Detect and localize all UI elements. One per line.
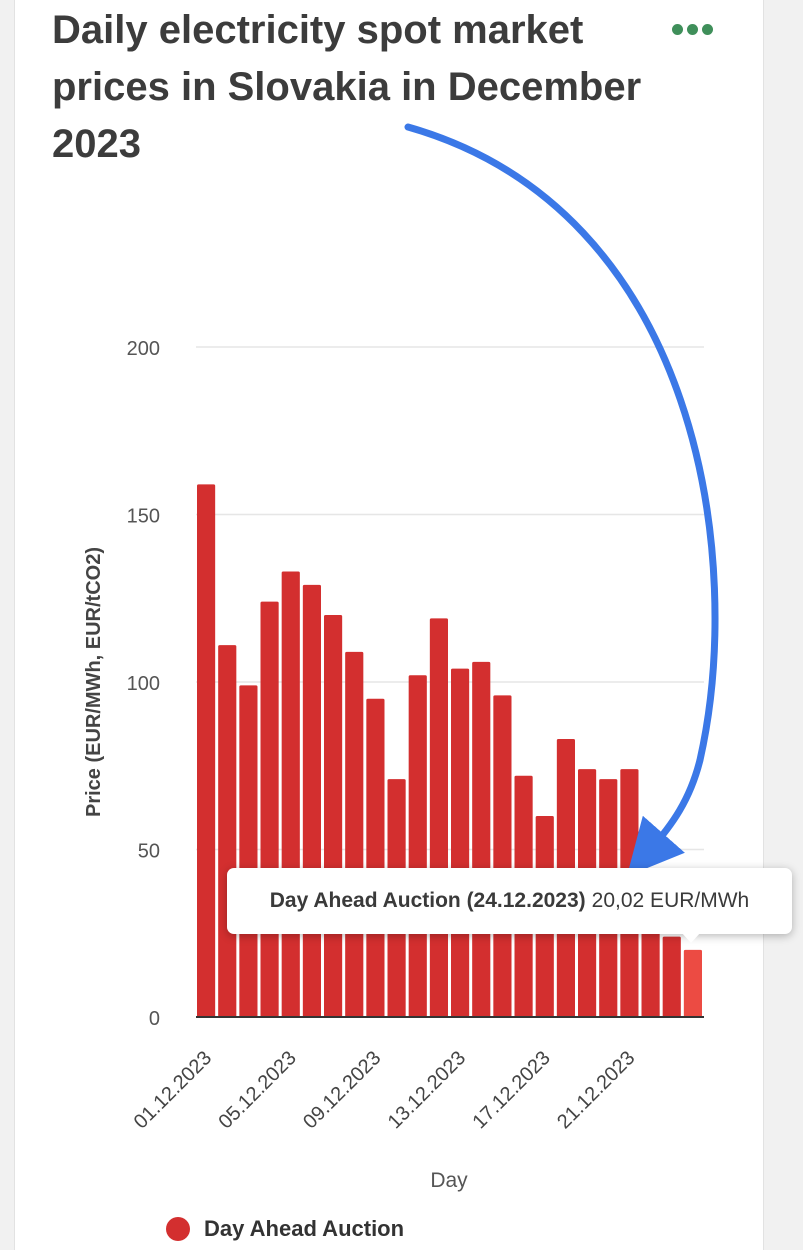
- bar[interactable]: [260, 601, 279, 1017]
- x-tick-label: 05.12.2023: [214, 1047, 300, 1133]
- legend-marker-icon: [166, 1217, 190, 1241]
- annotation-arrow: [404, 123, 719, 877]
- y-tick-label: 100: [127, 673, 160, 695]
- y-tick-label: 200: [127, 338, 160, 360]
- bar[interactable]: [451, 668, 470, 1017]
- y-tick-label: 50: [138, 841, 160, 863]
- x-tick-label: 09.12.2023: [299, 1047, 385, 1133]
- bar[interactable]: [429, 618, 448, 1017]
- bar[interactable]: [239, 685, 258, 1017]
- y-tick-label: 150: [127, 506, 160, 528]
- bar[interactable]: [218, 645, 237, 1017]
- bar[interactable]: [408, 675, 427, 1017]
- x-tick-label: 17.12.2023: [468, 1047, 554, 1133]
- x-tick-label: 13.12.2023: [384, 1047, 470, 1133]
- bar[interactable]: [662, 936, 681, 1017]
- y-axis-label: Price (EUR/MWh, EUR/tCO2): [83, 547, 105, 817]
- chart-card: [14, 0, 764, 1250]
- y-axis-ticks: 0 50 100 150 200: [127, 338, 160, 1030]
- more-dots-icon: [701, 23, 713, 35]
- x-axis-ticks: 01.12.202305.12.202309.12.202313.12.2023…: [130, 1047, 640, 1133]
- tooltip-value: 20,02 EUR/MWh: [591, 889, 750, 912]
- bar[interactable]: [345, 651, 364, 1017]
- tooltip-series: Day Ahead Auction (24.12.2023): [269, 889, 586, 912]
- legend-item[interactable]: Day Ahead Auction: [166, 1214, 404, 1244]
- more-options-button[interactable]: [664, 14, 720, 44]
- bar[interactable]: [197, 484, 216, 1018]
- legend-label: Day Ahead Auction: [204, 1216, 405, 1241]
- x-tick-label: 21.12.2023: [553, 1047, 639, 1133]
- bar-tooltip: Day Ahead Auction (24.12.2023) 20,02 EUR…: [227, 868, 792, 934]
- x-tick-label: 01.12.2023: [130, 1047, 216, 1133]
- bar[interactable]: [683, 949, 702, 1017]
- y-tick-label: 0: [149, 1008, 160, 1030]
- bar[interactable]: [366, 698, 385, 1017]
- chart-title: Daily electricity spot market prices in …: [52, 8, 642, 166]
- bars: [197, 484, 702, 1018]
- bar[interactable]: [324, 615, 343, 1017]
- bar[interactable]: [472, 661, 491, 1017]
- bar[interactable]: [302, 584, 321, 1017]
- more-dots-icon: [686, 23, 698, 35]
- tooltip-pointer: [681, 932, 701, 943]
- bar[interactable]: [493, 695, 512, 1017]
- x-axis-label: Day: [430, 1169, 468, 1192]
- gridlines: [196, 346, 704, 851]
- more-dots-icon: [671, 23, 683, 35]
- bar[interactable]: [281, 571, 300, 1017]
